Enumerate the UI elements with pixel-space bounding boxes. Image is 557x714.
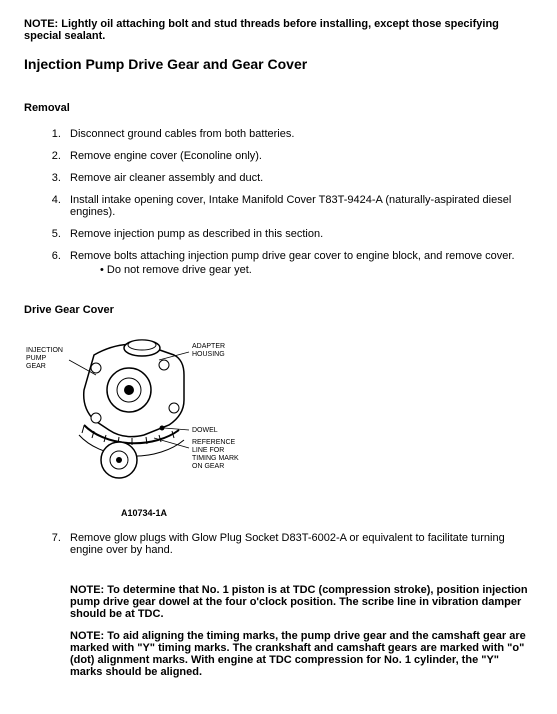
removal-steps-list: Disconnect ground cables from both batte…: [24, 128, 533, 276]
step-6-sublist: Do not remove drive gear yet.: [70, 264, 533, 276]
step-1: Disconnect ground cables from both batte…: [64, 128, 533, 140]
step-7-text: Remove glow plugs with Glow Plug Socket …: [70, 532, 505, 556]
step-6: Remove bolts attaching injection pump dr…: [64, 250, 533, 276]
label-injection-pump-gear: INJECTION PUMP GEAR: [26, 347, 65, 370]
step-2: Remove engine cover (Econoline only).: [64, 150, 533, 162]
section-title: Injection Pump Drive Gear and Gear Cover: [24, 56, 533, 72]
step-4: Install intake opening cover, Intake Man…: [64, 194, 533, 218]
removal-heading: Removal: [24, 102, 533, 114]
step-7: Remove glow plugs with Glow Plug Socket …: [64, 532, 533, 556]
step-3: Remove air cleaner assembly and duct.: [64, 172, 533, 184]
step-5: Remove injection pump as described in th…: [64, 228, 533, 240]
step-6-text: Remove bolts attaching injection pump dr…: [70, 250, 515, 262]
label-dowel: DOWEL: [192, 427, 218, 434]
drive-gear-cover-figure: INJECTION PUMP GEAR ADAPTER HOUSING DOWE…: [24, 330, 533, 500]
figure-caption: A10734-1A: [24, 508, 264, 518]
removal-steps-list-cont: Remove glow plugs with Glow Plug Socket …: [24, 532, 533, 556]
label-adapter-housing: ADAPTER HOUSING: [192, 343, 227, 358]
label-reference-line: REFERENCE LINE FOR TIMING MARK ON GEAR: [192, 439, 241, 470]
note-tdc: NOTE: To determine that No. 1 piston is …: [70, 584, 533, 620]
drive-gear-cover-heading: Drive Gear Cover: [24, 304, 533, 316]
step-6-sub: Do not remove drive gear yet.: [94, 264, 533, 276]
top-note: NOTE: Lightly oil attaching bolt and stu…: [24, 18, 533, 42]
note-timing-marks: NOTE: To aid aligning the timing marks, …: [70, 630, 533, 678]
